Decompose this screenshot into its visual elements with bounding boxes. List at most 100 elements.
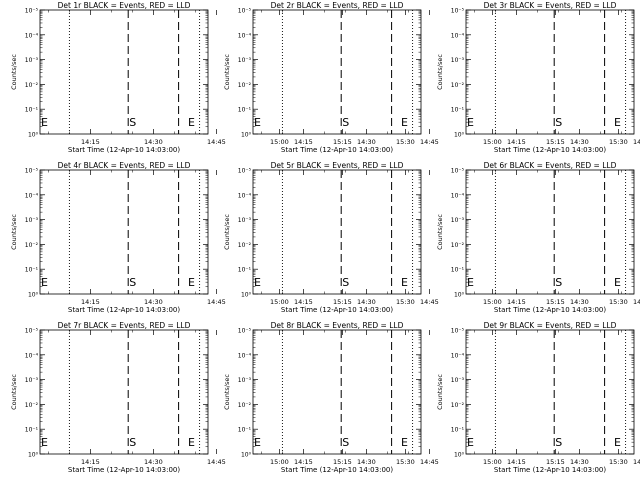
marker-e: E: [467, 116, 474, 129]
marker-e: E: [401, 436, 408, 449]
x-axis-label: Start Time (12-Apr-10 14:03:00): [68, 306, 180, 314]
y-tick-label: 10⁻⁵: [238, 8, 252, 15]
x-tick-label: 14:30: [144, 138, 163, 146]
y-tick-label: 10⁻³: [451, 57, 465, 64]
marker-e: E: [41, 276, 48, 289]
marker-s: S: [342, 436, 349, 449]
x-tick-label: 14:15: [81, 458, 100, 466]
x-tick-label: 15:30: [609, 298, 628, 306]
marker-s: S: [129, 276, 136, 289]
x-tick-label: 15:15: [333, 138, 352, 146]
y-tick-label: 10⁻²: [451, 402, 465, 409]
y-tick-label: 10⁻¹: [238, 267, 252, 274]
y-axis-label: Counts/sec: [223, 214, 231, 250]
x-tick-label: 15:15: [546, 138, 565, 146]
x-tick-label: 14:15: [507, 298, 526, 306]
x-tick-label: 14:45: [207, 458, 226, 466]
y-axis-label: Counts/sec: [10, 374, 18, 410]
y-tick-label: 10⁻²: [238, 82, 252, 89]
marker-e: E: [614, 436, 621, 449]
y-tick-label: 10⁻⁵: [25, 8, 39, 15]
y-tick-label: 10⁻⁴: [451, 32, 465, 39]
marker-e: E: [188, 276, 195, 289]
y-tick-label: 10⁻¹: [25, 267, 39, 274]
marker-e: E: [41, 436, 48, 449]
plot-frame: [465, 9, 635, 135]
y-tick-label: 10⁻²: [451, 242, 465, 249]
marker-s: S: [129, 436, 136, 449]
y-tick-label: 10⁻⁵: [25, 328, 39, 335]
x-tick-label: 14:30: [144, 458, 163, 466]
plot-frame: [465, 329, 635, 455]
y-axis-label: Counts/sec: [436, 214, 444, 250]
x-tick-label: 15:30: [396, 298, 415, 306]
y-tick-label: 10⁰: [454, 132, 465, 139]
y-tick-label: 10⁻⁴: [25, 352, 39, 359]
y-tick-label: 10⁻⁴: [451, 352, 465, 359]
panel-title: Det 8r BLACK = Events, RED = LLD: [271, 321, 404, 330]
panel-title: Det 7r BLACK = Events, RED = LLD: [58, 321, 191, 330]
y-tick-label: 10⁻¹: [238, 427, 252, 434]
x-tick-label: 14:30: [357, 458, 376, 466]
marker-e: E: [188, 436, 195, 449]
x-tick-label: 14:15: [294, 298, 313, 306]
y-tick-label: 10⁰: [28, 452, 39, 459]
y-tick-label: 10⁻¹: [238, 107, 252, 114]
plot-frame: [39, 329, 209, 455]
plot-frame: [252, 169, 422, 295]
detector-panel-7: Det 7r BLACK = Events, RED = LLD 10⁰ 10⁻¹ 1…: [10, 321, 415, 474]
marker-s: S: [555, 116, 562, 129]
x-axis-label: Start Time (12-Apr-10 14:03:00): [281, 466, 393, 474]
marker-e: E: [254, 276, 261, 289]
x-tick-label: 14:15: [507, 138, 526, 146]
y-tick-label: 10⁻⁵: [25, 168, 39, 175]
plot-frame: [39, 9, 209, 135]
y-tick-label: 10⁻²: [25, 402, 39, 409]
marker-e: E: [467, 276, 474, 289]
plot-frame: [252, 329, 422, 455]
x-axis-label: Start Time (12-Apr-10 14:03:00): [494, 466, 606, 474]
y-tick-label: 10⁻³: [238, 57, 252, 64]
marker-e: E: [254, 436, 261, 449]
marker-e: E: [401, 116, 408, 129]
detector-panel-8: Det 8r BLACK = Events, RED = LLD 10⁰ 10⁻¹ 1…: [223, 321, 628, 474]
panel-title: Det 5r BLACK = Events, RED = LLD: [271, 161, 404, 170]
x-tick-label: 14:15: [81, 138, 100, 146]
x-tick-label: 14:30: [570, 298, 589, 306]
x-tick-label: 15:15: [333, 458, 352, 466]
y-tick-label: 10⁻⁵: [451, 168, 465, 175]
x-tick-label: 15:30: [609, 138, 628, 146]
y-tick-label: 10⁻¹: [451, 107, 465, 114]
y-tick-label: 10⁰: [28, 132, 39, 139]
x-axis-label: Start Time (12-Apr-10 14:03:00): [494, 146, 606, 154]
panel-title: Det 4r BLACK = Events, RED = LLD: [58, 161, 191, 170]
detector-panel-1: Det 1r BLACK = Events, RED = LLD 10⁰ 10⁻¹ 1…: [10, 1, 415, 154]
x-axis-label: Start Time (12-Apr-10 14:03:00): [494, 306, 606, 314]
y-tick-label: 10⁻¹: [25, 107, 39, 114]
y-tick-label: 10⁻⁴: [238, 32, 252, 39]
marker-s: S: [342, 116, 349, 129]
y-tick-label: 10⁻³: [451, 217, 465, 224]
marker-s: S: [342, 276, 349, 289]
y-axis-label: Counts/sec: [10, 54, 18, 90]
marker-s: S: [129, 116, 136, 129]
x-tick-label: 15:00: [483, 458, 502, 466]
x-tick-label: 14:30: [570, 458, 589, 466]
panel-title: Det 9r BLACK = Events, RED = LLD: [484, 321, 617, 330]
y-tick-label: 10⁻¹: [25, 427, 39, 434]
y-tick-label: 10⁻¹: [451, 267, 465, 274]
y-axis-label: Counts/sec: [223, 374, 231, 410]
x-tick-label: 14:45: [420, 138, 439, 146]
y-tick-label: 10⁰: [241, 452, 252, 459]
y-tick-label: 10⁰: [28, 292, 39, 299]
x-tick-label: 15:15: [546, 298, 565, 306]
x-tick-label: 14:30: [357, 138, 376, 146]
y-axis-label: Counts/sec: [436, 54, 444, 90]
y-tick-label: 10⁻²: [238, 242, 252, 249]
y-tick-label: 10⁻²: [451, 82, 465, 89]
y-tick-label: 10⁻⁴: [238, 352, 252, 359]
x-axis-label: Start Time (12-Apr-10 14:03:00): [281, 146, 393, 154]
x-tick-label: 14:45: [633, 458, 640, 466]
x-tick-label: 14:15: [507, 458, 526, 466]
